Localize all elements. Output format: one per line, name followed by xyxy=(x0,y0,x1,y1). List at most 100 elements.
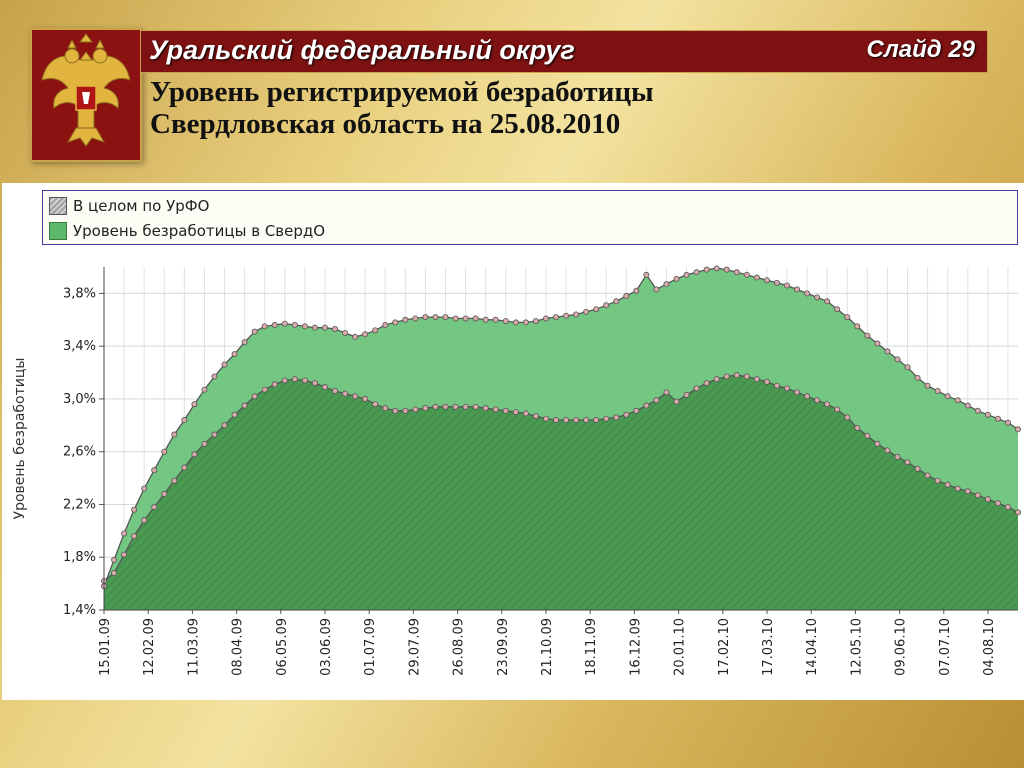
point-sverd xyxy=(894,356,901,363)
x-tick-label: 23.09.09 xyxy=(496,618,511,676)
point-total xyxy=(181,464,188,471)
point-sverd xyxy=(934,388,941,395)
point-sverd xyxy=(442,314,449,321)
point-sverd xyxy=(321,324,328,331)
point-total xyxy=(281,377,288,384)
x-tick-label: 17.03.10 xyxy=(761,618,776,676)
point-sverd xyxy=(643,271,650,278)
x-tick-label: 21.10.09 xyxy=(540,618,555,676)
point-total xyxy=(492,406,499,413)
point-sverd xyxy=(311,324,318,331)
point-sverd xyxy=(874,340,881,347)
x-tick-label: 11.03.09 xyxy=(186,618,201,676)
y-axis-label: Уровень безработицы xyxy=(12,358,28,520)
point-total xyxy=(422,405,429,412)
point-total xyxy=(924,472,931,479)
area-total xyxy=(104,375,1018,610)
point-sverd xyxy=(251,328,258,335)
point-total xyxy=(261,386,268,393)
point-total xyxy=(532,413,539,420)
point-total xyxy=(452,403,459,410)
point-sverd xyxy=(462,315,469,322)
point-sverd xyxy=(352,333,359,340)
point-total xyxy=(703,380,710,387)
point-sverd xyxy=(181,417,188,424)
x-tick-label: 04.08.10 xyxy=(982,618,997,676)
point-total xyxy=(131,533,138,540)
point-sverd xyxy=(291,322,298,329)
point-total xyxy=(432,403,439,410)
point-total xyxy=(332,388,339,395)
point-sverd xyxy=(412,315,419,322)
point-total xyxy=(904,459,911,466)
point-total xyxy=(944,481,951,488)
point-total xyxy=(733,372,740,379)
point-sverd xyxy=(924,382,931,389)
point-total xyxy=(161,490,168,497)
point-total xyxy=(984,496,991,503)
point-sverd xyxy=(472,315,479,322)
x-tick-label: 18.11.09 xyxy=(584,618,599,676)
point-total xyxy=(121,551,128,558)
point-sverd xyxy=(593,306,600,313)
point-total xyxy=(321,384,328,391)
point-total xyxy=(783,385,790,392)
page-title-line2: Свердловская область на 25.08.2010 xyxy=(150,108,621,140)
chart-panel: 1,4% 1,8% 2,2% 2,6% 3,0% 3,4% 3,8% 15.01.09 12.0… xyxy=(2,183,1024,700)
legend-item-total: В целом по УрФО xyxy=(49,195,209,217)
point-sverd xyxy=(783,282,790,289)
point-sverd xyxy=(773,279,780,286)
point-sverd xyxy=(241,339,248,346)
point-total xyxy=(372,401,379,408)
point-sverd xyxy=(974,407,981,414)
point-total xyxy=(402,407,409,414)
point-sverd xyxy=(402,316,409,323)
point-sverd xyxy=(904,364,911,371)
point-total xyxy=(382,405,389,412)
point-total xyxy=(563,417,570,424)
point-total xyxy=(663,389,670,396)
point-sverd xyxy=(964,402,971,409)
point-sverd xyxy=(151,467,158,474)
point-total xyxy=(231,411,238,418)
point-sverd xyxy=(522,319,529,326)
point-sverd xyxy=(161,448,168,455)
point-sverd xyxy=(382,322,389,329)
point-sverd xyxy=(633,287,640,294)
point-sverd xyxy=(171,431,178,438)
point-sverd xyxy=(834,306,841,313)
point-sverd xyxy=(583,308,590,315)
point-total xyxy=(794,389,801,396)
point-total xyxy=(502,407,509,414)
point-total xyxy=(442,403,449,410)
point-total xyxy=(201,440,208,447)
point-total xyxy=(773,382,780,389)
y-tick-label: 3,0% xyxy=(63,392,96,407)
point-total xyxy=(864,432,871,439)
legend-swatch-sverd xyxy=(49,222,67,240)
point-sverd xyxy=(502,318,509,325)
emblem-frame xyxy=(30,28,142,162)
point-sverd xyxy=(884,348,891,355)
point-total xyxy=(763,378,770,385)
point-total xyxy=(683,391,690,398)
point-sverd xyxy=(111,556,118,563)
point-total xyxy=(362,395,369,402)
point-total xyxy=(522,410,529,417)
point-sverd xyxy=(563,312,570,319)
point-sverd xyxy=(392,319,399,326)
point-total xyxy=(352,393,359,400)
point-sverd xyxy=(944,393,951,400)
x-tick-label: 15.01.09 xyxy=(98,618,113,676)
point-total xyxy=(814,397,821,404)
point-sverd xyxy=(954,397,961,404)
slide-number: Слайд 29 xyxy=(866,36,975,63)
point-sverd xyxy=(131,506,138,513)
point-total xyxy=(111,570,118,577)
point-sverd xyxy=(121,530,128,537)
x-tick-label: 20.01.10 xyxy=(673,618,688,676)
point-sverd xyxy=(733,269,740,276)
legend-item-sverd: Уровень безработицы в СвердО xyxy=(49,220,325,242)
point-total xyxy=(301,377,308,384)
y-tick-label: 1,4% xyxy=(63,603,96,618)
